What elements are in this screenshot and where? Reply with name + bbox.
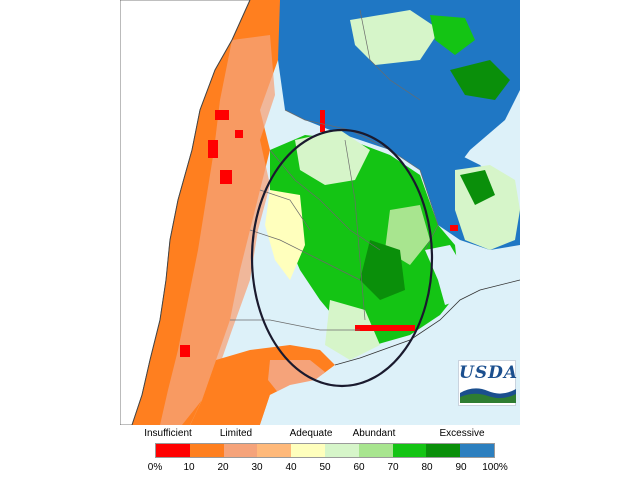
legend-tick-label: 0% <box>147 462 163 473</box>
legend-swatch <box>426 444 461 457</box>
legend-swatch <box>392 444 427 457</box>
legend-tick-label: 20 <box>217 462 229 473</box>
legend-tick-label: 100% <box>482 462 508 473</box>
legend-ticks: 0% 10 20 30 40 50 60 70 80 90 100% <box>120 462 520 476</box>
coastline <box>334 279 520 366</box>
dark-green-patch <box>360 240 405 300</box>
usda-logo: USDA <box>458 360 519 406</box>
dry-patch <box>215 110 229 120</box>
atlantic-ocean-south <box>260 280 520 425</box>
legend-category: Abundant <box>352 428 396 439</box>
legend-color-bar <box>155 443 495 458</box>
south-coast-pink <box>268 360 325 395</box>
legend-swatch <box>324 444 359 457</box>
legend-category: Limited <box>219 428 253 439</box>
legend-swatch <box>257 444 292 457</box>
legend-tick-label: 60 <box>353 462 365 473</box>
dry-patch <box>180 345 190 357</box>
legend-category: Insufficient <box>144 428 192 439</box>
legend-tick-label: 50 <box>319 462 331 473</box>
dry-patch <box>220 170 232 184</box>
soil-moisture-map <box>120 0 520 425</box>
dry-patch <box>355 325 415 331</box>
adequate-patch-north <box>295 130 370 185</box>
legend-tick-label: 30 <box>251 462 263 473</box>
dry-patch <box>235 130 243 138</box>
legend-category: Adequate <box>289 428 333 439</box>
legend-swatch <box>223 444 258 457</box>
legend-category: Excessive <box>439 428 485 439</box>
legend-tick-label: 10 <box>183 462 195 473</box>
green-patch-brazil <box>450 60 510 100</box>
usda-logo-text: USDA <box>459 363 519 383</box>
legend-categories: Insufficient Limited Adequate Abundant E… <box>120 428 520 442</box>
province-borders <box>230 9 439 331</box>
legend-swatch <box>189 444 224 457</box>
usda-logo-waves <box>460 388 516 403</box>
dry-patch <box>320 110 325 132</box>
legend-tick-label: 70 <box>387 462 399 473</box>
dry-patch <box>450 225 458 231</box>
legend-swatch <box>156 444 190 457</box>
legend-tick-label: 80 <box>421 462 433 473</box>
legend-tick-label: 40 <box>285 462 297 473</box>
adequate-patch-west <box>265 190 305 280</box>
uruguay-dark-green <box>460 170 495 205</box>
green-patch-paraguay-2 <box>430 15 475 55</box>
limited-band <box>160 35 275 425</box>
green-patch-paraguay <box>350 10 440 65</box>
rio-de-la-plata <box>425 245 465 305</box>
legend-tick-label: 90 <box>455 462 467 473</box>
legend-swatch <box>460 444 494 457</box>
west-border <box>131 0 251 425</box>
legend-swatch <box>358 444 393 457</box>
dry-patch <box>208 140 218 158</box>
legend-swatch <box>291 444 325 457</box>
highlight-ellipse <box>250 128 434 388</box>
